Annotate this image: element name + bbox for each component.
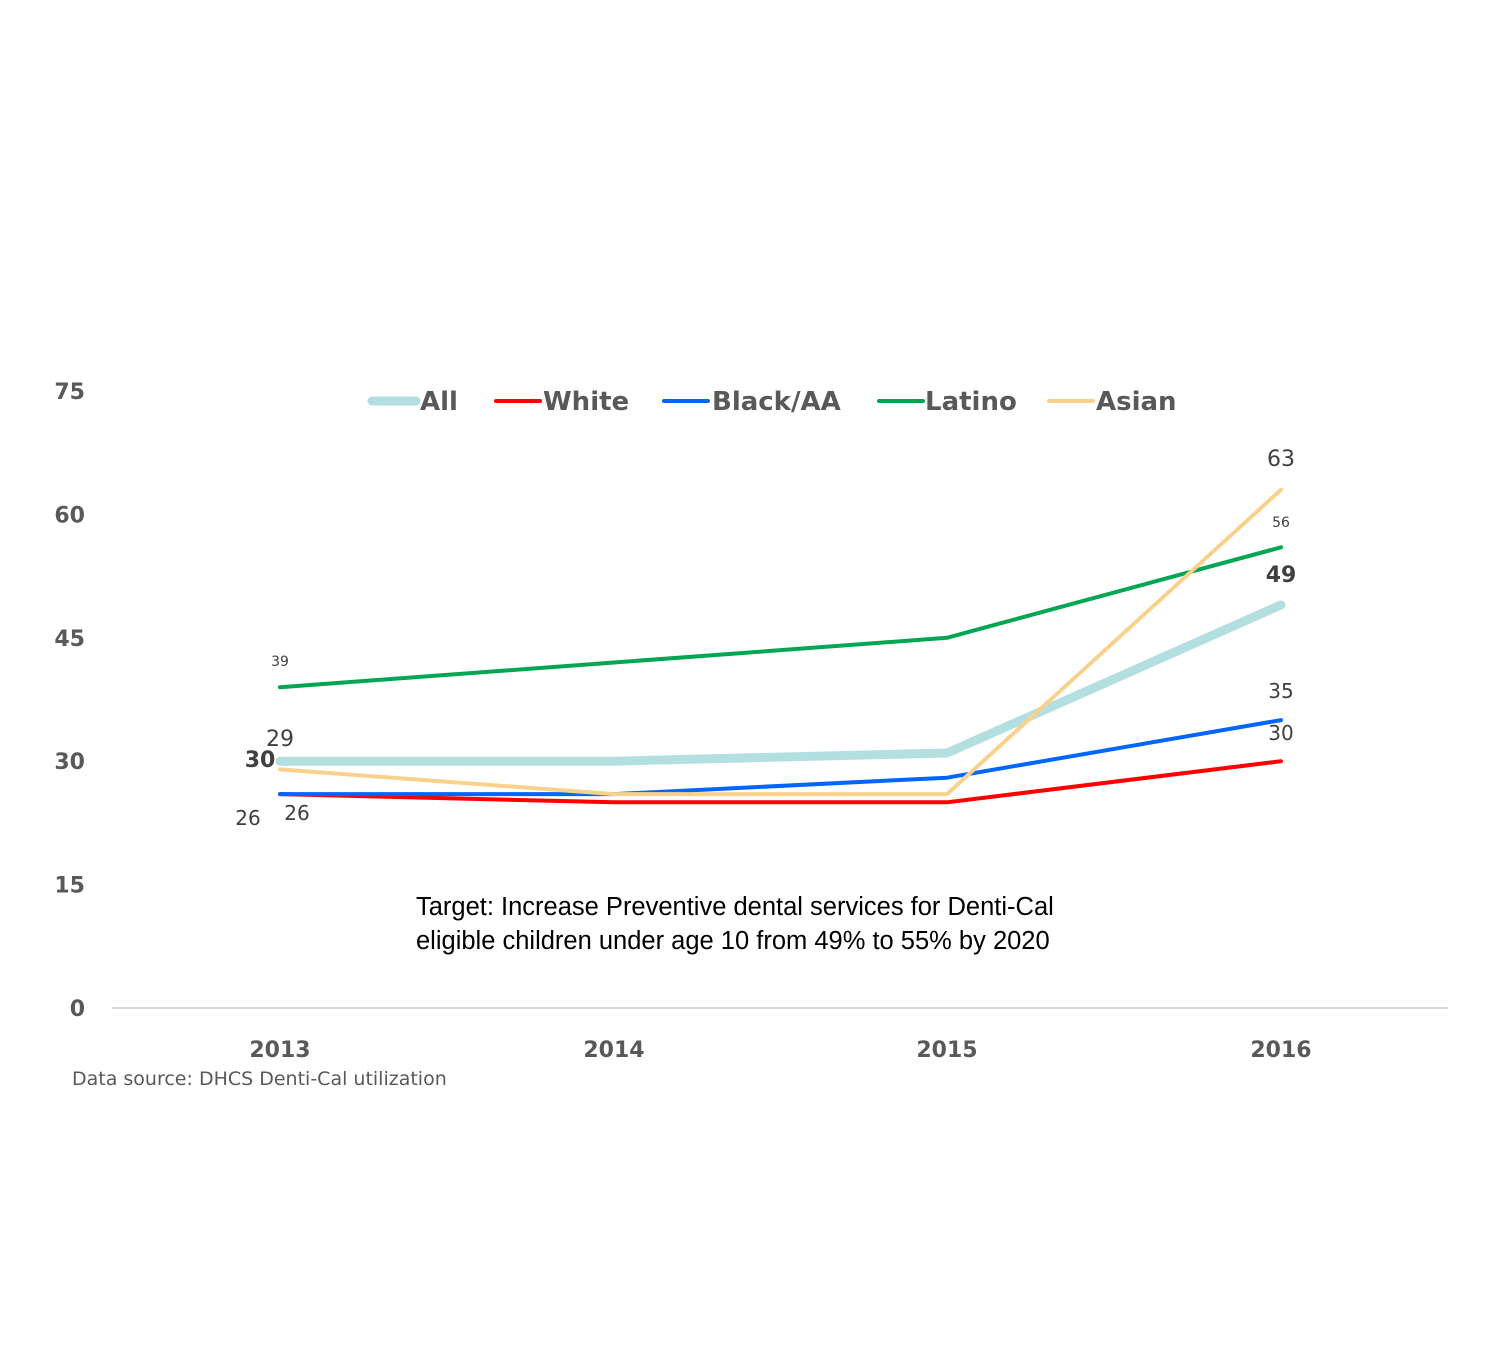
series-line-latino bbox=[278, 545, 1283, 690]
data-label-all-2016: 49 bbox=[1266, 563, 1297, 588]
data-label-black-aa-2016: 35 bbox=[1268, 679, 1293, 703]
series-line-white bbox=[278, 759, 1283, 805]
y-tick-label: 45 bbox=[54, 627, 85, 652]
y-tick-label: 15 bbox=[54, 874, 85, 899]
data-label-white-2016: 30 bbox=[1268, 721, 1293, 745]
y-tick-label: 30 bbox=[54, 750, 85, 775]
data-source-note: Data source: DHCS Denti-Cal utilization bbox=[72, 1068, 447, 1090]
x-tick-label: 2016 bbox=[1250, 1038, 1311, 1063]
series-line-asian bbox=[278, 487, 1283, 797]
data-label-white-2013: 26 bbox=[235, 806, 260, 830]
legend-label-all: All bbox=[420, 387, 458, 417]
series-line-black-aa bbox=[278, 718, 1283, 797]
data-label-black-aa-2013: 26 bbox=[284, 801, 309, 825]
data-label-all-2013: 30 bbox=[245, 748, 276, 773]
data-label-asian-2016: 63 bbox=[1267, 447, 1295, 472]
legend-label-latino: Latino bbox=[925, 387, 1017, 417]
legend-label-white: White bbox=[543, 387, 629, 417]
target-annotation: Target: Increase Preventive dental servi… bbox=[416, 893, 1054, 955]
series-line-all bbox=[275, 600, 1286, 766]
legend-label-asian: Asian bbox=[1096, 387, 1177, 417]
legend-label-black-aa: Black/AA bbox=[712, 387, 841, 417]
y-tick-label: 0 bbox=[70, 997, 85, 1022]
data-label-latino-2016: 56 bbox=[1272, 515, 1290, 531]
data-label-latino-2013: 39 bbox=[271, 654, 289, 670]
y-tick-label: 60 bbox=[54, 503, 85, 528]
x-tick-label: 2013 bbox=[249, 1038, 310, 1063]
x-tick-label: 2014 bbox=[583, 1038, 644, 1063]
y-tick-label: 75 bbox=[54, 380, 85, 405]
x-tick-label: 2015 bbox=[916, 1038, 977, 1063]
data-label-asian-2013: 29 bbox=[266, 727, 294, 752]
